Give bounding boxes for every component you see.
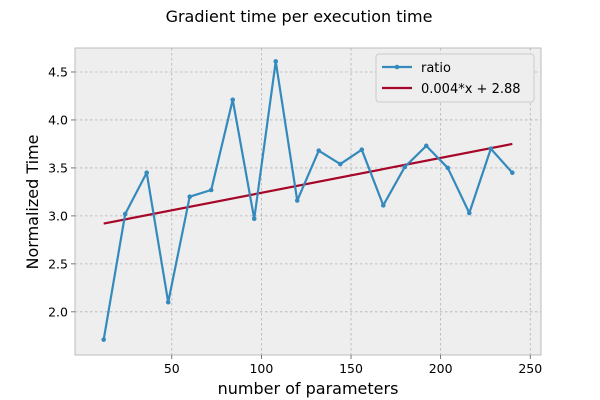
- legend: ratio 0.004*x + 2.88: [375, 53, 535, 103]
- x-tick-label: 250: [518, 361, 542, 376]
- chart-title: Gradient time per execution time: [166, 7, 433, 26]
- data-point-ratio: [337, 161, 343, 167]
- x-tick-label: 50: [164, 361, 180, 376]
- x-tick-label: 200: [429, 361, 453, 376]
- y-tick-label: 4.5: [48, 64, 68, 79]
- data-point-ratio: [208, 187, 214, 193]
- data-point-ratio: [467, 210, 472, 216]
- y-tick-label: 2.5: [48, 256, 68, 271]
- data-point-ratio: [380, 203, 386, 208]
- series-line-fit: [103, 142, 513, 225]
- x-axis-label: number of parameters: [218, 379, 399, 398]
- y-axis-label: Normalized Time: [23, 135, 42, 270]
- legend-box: [375, 53, 535, 103]
- legend-marker-ratio: [394, 64, 400, 70]
- y-tick-label: 4.0: [48, 112, 68, 127]
- x-tick-label: 100: [249, 361, 273, 376]
- data-point-ratio: [488, 146, 494, 152]
- data-point-ratio: [101, 337, 106, 342]
- data-point-ratio: [294, 198, 300, 203]
- data-point-ratio: [510, 170, 515, 176]
- data-point-ratio: [165, 299, 171, 305]
- data-point-ratio: [402, 164, 408, 170]
- series-line-ratio: [102, 60, 514, 340]
- legend-label-ratio: ratio: [421, 61, 451, 76]
- series-layer: [101, 59, 515, 342]
- data-point-ratio: [230, 97, 236, 103]
- legend-label-fit: 0.004*x + 2.88: [421, 82, 521, 97]
- y-tick-label: 3.0: [48, 208, 68, 223]
- data-point-ratio: [187, 194, 193, 200]
- x-tick-label: 150: [339, 361, 363, 376]
- y-tick-label: 2.0: [48, 304, 68, 319]
- data-point-ratio: [445, 165, 451, 171]
- data-point-ratio: [273, 59, 279, 64]
- data-point-ratio: [316, 148, 322, 153]
- data-point-ratio: [122, 211, 128, 217]
- ticks: 50 100 150 200 250 2.0 2.5 3.0 3.5 4.0 4.5: [48, 64, 542, 376]
- data-point-ratio: [144, 170, 149, 176]
- y-tick-label: 3.5: [48, 160, 68, 175]
- data-point-ratio: [423, 143, 429, 149]
- data-point-ratio: [359, 147, 365, 152]
- data-point-ratio: [251, 216, 257, 222]
